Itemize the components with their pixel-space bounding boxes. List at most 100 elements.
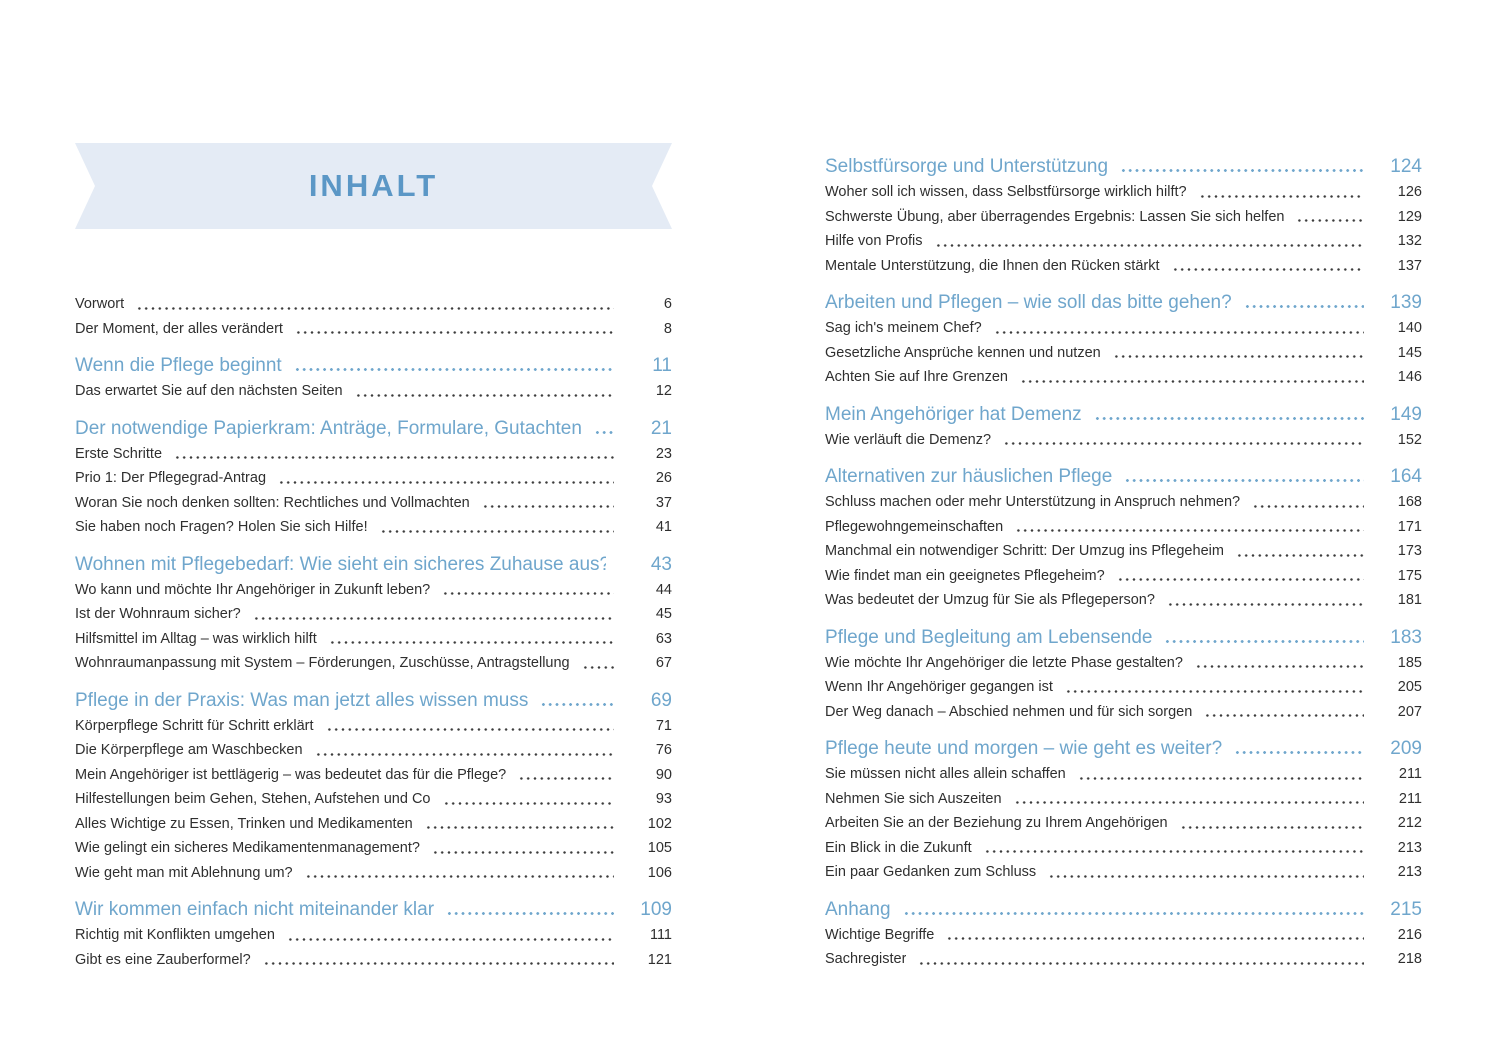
toc-item-page: 207 — [1397, 703, 1422, 720]
dot-leader — [275, 923, 624, 948]
toc-section: Mein Angehöriger hat Demenz 149 Wie verläu… — [825, 402, 1422, 453]
toc-item-row: Wo kann und möchte Ihr Angehöriger in Zu… — [75, 578, 672, 603]
toc-item-page: 41 — [655, 519, 672, 535]
toc-section: Anhang 215 Wichtige Begriffe 216 Sachregiste… — [825, 897, 1422, 972]
toc-item-row: Wenn Ihr Angehöriger gegangen ist 205 — [825, 675, 1422, 700]
toc-item-row: Ein Blick in die Zukunft 213 — [825, 836, 1422, 861]
toc-item-label: Ein Blick in die Zukunft — [825, 839, 972, 856]
dot-leader — [982, 316, 1374, 341]
dot-leader — [991, 428, 1374, 453]
toc-item-page: 129 — [1397, 208, 1422, 225]
toc-item-page: 23 — [655, 445, 672, 462]
toc-item-row: Gesetzliche Ansprüche kennen und nutzen 1… — [825, 341, 1422, 366]
toc-heading-row: Wohnen mit Pflegebedarf: Wie sieht ein s… — [75, 552, 672, 578]
dot-leader — [528, 688, 624, 714]
toc-item-label: Der Moment, der alles verändert — [75, 320, 283, 337]
toc-item-row: Richtig mit Konflikten umgehen 111 — [75, 923, 672, 948]
toc-item-page: 12 — [655, 383, 672, 399]
toc-item-row: Sachregister 218 — [825, 947, 1422, 972]
toc-item-row: Wie möchte Ihr Angehöriger die letzte Ph… — [825, 651, 1422, 676]
toc-item-label: Wo kann und möchte Ihr Angehöriger in Zu… — [75, 581, 431, 598]
toc-item-label: Arbeiten Sie an der Beziehung zu Ihrem A… — [825, 815, 1168, 831]
toc-heading-row: Pflege in der Praxis: Was man jetzt alle… — [75, 688, 672, 714]
toc-item-row: Der Moment, der alles verändert 8 — [75, 317, 672, 342]
toc-section: Alternativen zur häuslichen Pflege 164 Sch… — [825, 464, 1422, 613]
toc-item-page: 140 — [1397, 320, 1422, 336]
dot-leader — [431, 787, 625, 812]
toc-item-label: Hilfsmittel im Alltag – was wirklich hil… — [75, 630, 317, 647]
dot-leader — [1155, 588, 1374, 613]
toc-item-row: Vorwort 6 — [75, 292, 672, 317]
toc-item-page: 111 — [649, 927, 672, 943]
toc-item-page: 106 — [647, 864, 672, 881]
toc-item-page: 218 — [1397, 951, 1422, 967]
toc-item-page: 71 — [655, 717, 672, 734]
toc-heading-label: Arbeiten und Pflegen – wie soll das bitt… — [825, 292, 1232, 313]
toc-item-row: Manchmal ein notwendiger Schritt: Der Um… — [825, 539, 1422, 564]
toc-section: Vorwort 6 Der Moment, der alles verändert 8 — [75, 292, 672, 341]
toc-item-row: Schwerste Übung, aber überragendes Ergeb… — [825, 205, 1422, 230]
toc-item-row: Der Weg danach – Abschied nehmen und für… — [825, 700, 1422, 725]
toc-heading-page: 43 — [650, 553, 672, 575]
toc-heading-page: 183 — [1390, 626, 1422, 648]
dot-leader — [1066, 762, 1374, 787]
toc-item-page: 102 — [647, 815, 672, 832]
toc-item-label: Schwerste Übung, aber überragendes Ergeb… — [825, 208, 1285, 225]
toc-item-row: Sie haben noch Fragen? Holen Sie sich Hi… — [75, 515, 672, 540]
toc-item-page: 152 — [1397, 431, 1422, 448]
toc-heading-label: Mein Angehöriger hat Demenz — [825, 403, 1082, 425]
toc-item-row: Woran Sie noch denken sollten: Rechtlich… — [75, 491, 672, 516]
dot-leader — [972, 836, 1374, 861]
toc-heading-page: 215 — [1390, 898, 1422, 920]
toc-item-row: Prio 1: Der Pflegegrad-Antrag 26 — [75, 466, 672, 491]
toc-item-label: Prio 1: Der Pflegegrad-Antrag — [75, 470, 267, 486]
dot-leader — [606, 552, 624, 578]
dot-leader — [470, 491, 624, 516]
toc-item-row: Sag ich's meinem Chef? 140 — [825, 316, 1422, 341]
toc-item-row: Gibt es eine Zauberformel? 121 — [75, 948, 672, 973]
toc-item-row: Hilfsmittel im Alltag – was wirklich hil… — [75, 627, 672, 652]
toc-item-row: Wohnraumanpassung mit System – Förderung… — [75, 651, 672, 676]
dot-leader — [1284, 205, 1374, 230]
toc-item-row: Achten Sie auf Ihre Grenzen 146 — [825, 365, 1422, 390]
dot-leader — [1168, 811, 1374, 836]
toc-heading-page: 124 — [1390, 156, 1422, 177]
toc-item-label: Mentale Unterstützung, die Ihnen den Rüc… — [825, 257, 1160, 274]
dot-leader — [1008, 365, 1374, 390]
toc-item-label: Gesetzliche Ansprüche kennen und nutzen — [825, 344, 1101, 361]
toc-heading-page: 109 — [640, 899, 672, 920]
dot-leader — [251, 948, 624, 973]
toc-section: Pflege in der Praxis: Was man jetzt alle… — [75, 688, 672, 886]
dot-leader — [1232, 290, 1374, 316]
toc-item-page: 168 — [1397, 494, 1422, 510]
toc-item-page: 45 — [655, 606, 672, 622]
toc-item-page: 44 — [655, 581, 672, 598]
toc-item-row: Wie verläuft die Demenz? 152 — [825, 428, 1422, 453]
toc-heading-row: Selbstfürsorge und Unterstützung 124 — [825, 154, 1422, 180]
toc-item-label: Körperpflege Schritt für Schritt erklärt — [75, 717, 314, 734]
toc-heading-row: Mein Angehöriger hat Demenz 149 — [825, 402, 1422, 428]
toc-heading-row: Pflege heute und morgen – wie geht es we… — [825, 736, 1422, 762]
toc-item-row: Ist der Wohnraum sicher? 45 — [75, 602, 672, 627]
toc-item-page: 185 — [1397, 654, 1422, 671]
dot-leader — [1108, 154, 1374, 180]
toc-item-page: 145 — [1397, 344, 1422, 361]
dot-leader — [570, 651, 624, 676]
toc-item-row: Sie müssen nicht alles allein schaffen 21… — [825, 762, 1422, 787]
toc-heading-row: Alternativen zur häuslichen Pflege 164 — [825, 464, 1422, 490]
toc-item-label: Mein Angehöriger ist bettlägerig – was b… — [75, 766, 507, 783]
toc-item-page: 205 — [1397, 679, 1422, 695]
toc-item-page: 132 — [1397, 233, 1422, 249]
toc-column-left: Vorwort 6 Der Moment, der alles verändert 8… — [75, 292, 672, 972]
toc-item-page: 37 — [655, 494, 672, 511]
toc-item-label: Wie findet man ein geeignetes Pflegeheim… — [825, 567, 1105, 584]
toc-item-label: Erste Schritte — [75, 445, 163, 462]
dot-leader — [293, 861, 624, 886]
dot-leader — [1192, 700, 1374, 725]
toc-heading-row: Der notwendige Papierkram: Anträge, Form… — [75, 416, 672, 442]
toc-heading-row: Anhang 215 — [825, 897, 1422, 923]
toc-item-page: 213 — [1397, 839, 1422, 856]
dot-leader — [1112, 464, 1374, 490]
toc-item-row: Wie gelingt ein sicheres Medikamentenman… — [75, 836, 672, 861]
